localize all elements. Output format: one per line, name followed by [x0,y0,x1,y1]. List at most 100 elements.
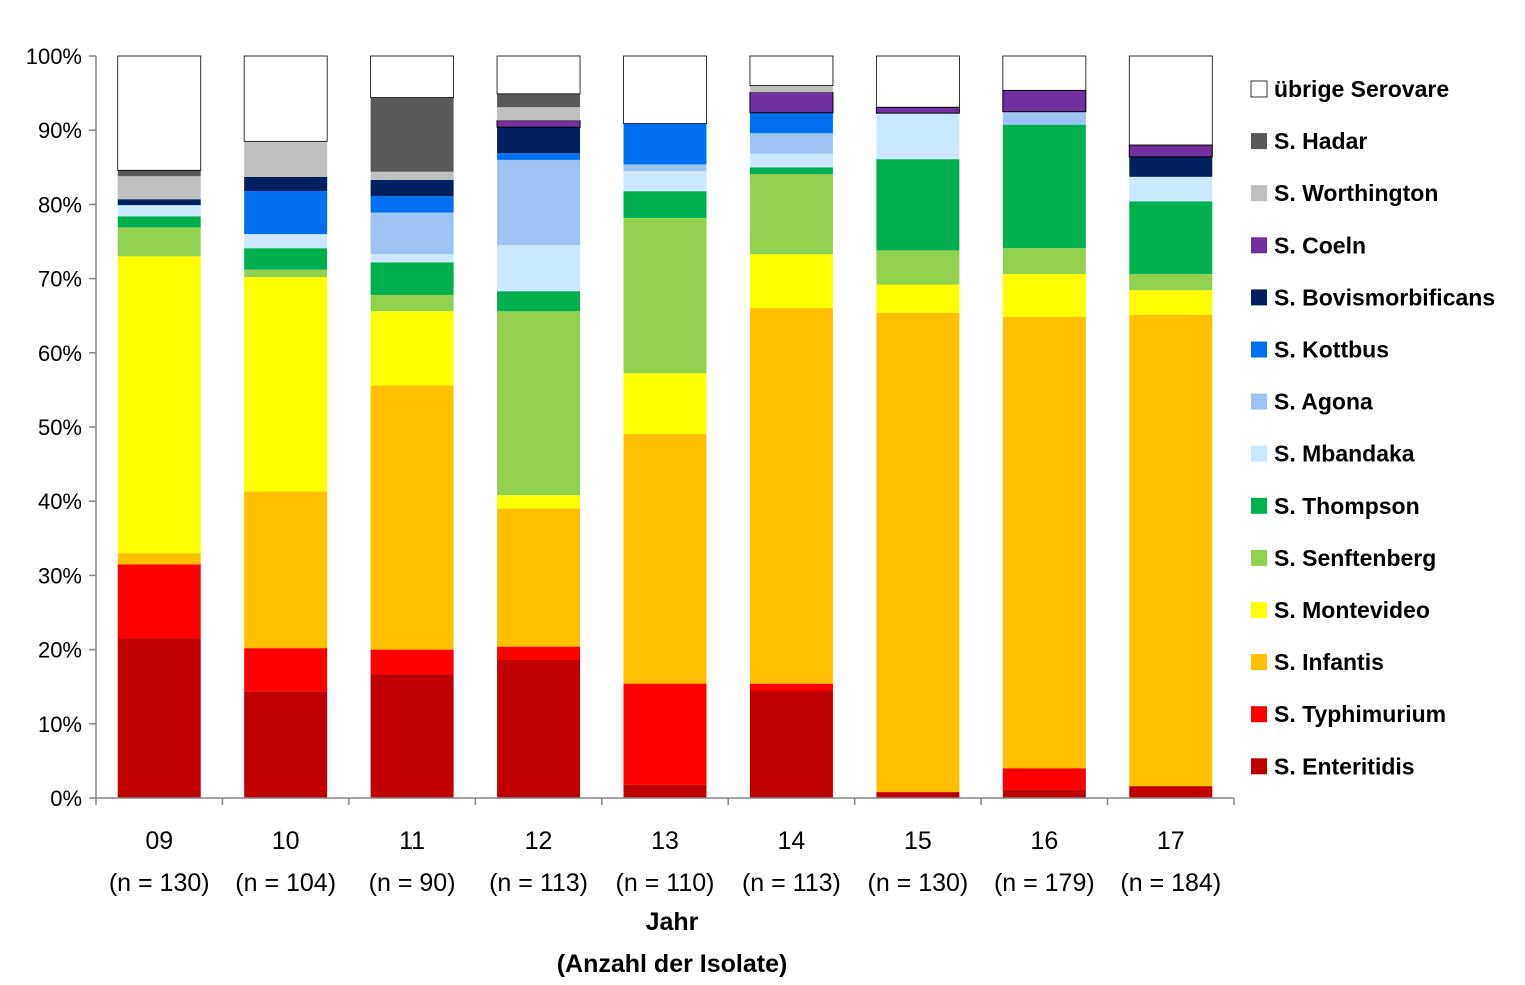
bar-segment [623,217,707,374]
bar-segment [1129,290,1213,315]
x-category-count: (n = 104) [235,869,336,897]
bar-segment [876,312,960,793]
bar-segment [370,171,454,180]
legend-swatch [1251,237,1267,254]
legend-swatch [1251,602,1267,618]
x-category-label: 10 [272,827,300,855]
x-axis-title: Jahr [646,908,699,936]
bar-segment [876,250,960,285]
legend-swatch [1251,133,1267,150]
bars [117,55,1213,798]
bar-segment [244,691,328,798]
bar-segment [1002,55,1087,91]
bar-segment [623,164,707,172]
bar-segment [749,174,833,255]
bar-segment [749,254,833,309]
bar-segment [497,245,581,292]
x-category-label: 16 [1030,827,1058,855]
x-category-label: 11 [399,827,425,855]
bar-segment [1002,248,1086,275]
bar-segment [1002,124,1086,249]
legend-swatch [1251,393,1267,410]
bar-segment [623,171,707,192]
y-tick-label: 80% [38,192,82,217]
bar-segment [370,262,454,295]
legend-swatch [1251,549,1267,566]
x-category-label: 15 [904,827,932,855]
bar-segment [117,553,201,565]
legend-label: S. Kottbus [1274,337,1389,363]
legend-label: S. Hadar [1274,128,1367,154]
bar-segment [117,227,201,257]
x-category-count: (n = 184) [1120,869,1221,897]
x-axis-subtitle: (Anzahl der Isolate) [557,950,788,978]
bar-segment [497,93,581,108]
legend-label: S. Bovismorbificans [1274,284,1495,310]
bar-segment [749,133,833,154]
bar-segment [244,141,328,177]
y-tick-label: 40% [38,489,82,514]
legend-label: S. Typhimurium [1274,701,1446,727]
bar-segment [497,291,581,312]
bar-segment [749,167,833,175]
bar-segment [1129,156,1213,177]
bar-segment [117,199,201,206]
bar-segment [749,55,834,86]
bar-segment [117,216,201,228]
bar-segment [370,179,454,197]
x-category-count: (n = 179) [994,869,1095,897]
x-category-count: (n = 113) [489,869,588,897]
bar-segment [117,176,201,200]
bar-segment [875,106,960,114]
bar-segment [623,784,707,798]
bar-segment [497,311,581,496]
bar-segment [1002,789,1086,798]
legend-label: S. Enteritidis [1274,753,1415,779]
y-tick-label: 50% [38,415,82,440]
bar-segment [117,564,201,639]
legend-label: S. Montevideo [1274,597,1430,623]
bar-segment [1002,111,1086,125]
bar-segment [1129,176,1213,202]
bar-segment [370,649,454,675]
bar-segment [244,191,328,235]
bar-segment [623,123,707,165]
bar-segment [244,277,328,492]
bar-segment [497,495,581,509]
axis-titles: Jahr (Anzahl der Isolate) [557,908,788,978]
x-category-label: 13 [651,827,679,855]
bar-segment [370,196,454,213]
bar-segment [749,308,833,684]
bar-segment [749,85,833,93]
y-tick-label: 70% [38,267,82,292]
bar-segment [749,91,834,114]
legend-swatch [1251,289,1267,306]
bar-segment [876,792,960,798]
legend-label: S. Senftenberg [1274,545,1436,571]
y-tick-label: 100% [26,44,82,69]
bar-segment [370,55,455,98]
bar-segment [623,434,707,684]
x-category-count: (n = 110) [616,869,715,897]
bar-segment [496,55,581,95]
bar-segment [623,373,707,435]
legend-label: übrige Serovare [1274,76,1449,102]
y-tick-label: 60% [38,341,82,366]
bar-segment [497,159,581,246]
bar-segment [1129,314,1213,787]
bar-segment [497,659,581,798]
bar-segment [1002,89,1087,113]
bar-segment [497,153,581,160]
bar-segment [749,690,833,798]
y-tick-label: 30% [38,563,82,588]
bar-segment [876,113,960,160]
legend-label: S. Mbandaka [1274,441,1415,467]
x-category-label: 12 [525,827,553,855]
x-category-label: 14 [778,827,806,855]
bar-segment [1002,768,1086,790]
bar-segment [1129,273,1213,291]
x-axis: 09 (n = 130) 10 (n = 104) 11 (n = 90) 12 (n = 1… [95,797,1235,897]
y-tick-label: 0% [50,786,82,811]
bar-segment [370,254,454,263]
legend-label: S. Coeln [1274,232,1366,258]
